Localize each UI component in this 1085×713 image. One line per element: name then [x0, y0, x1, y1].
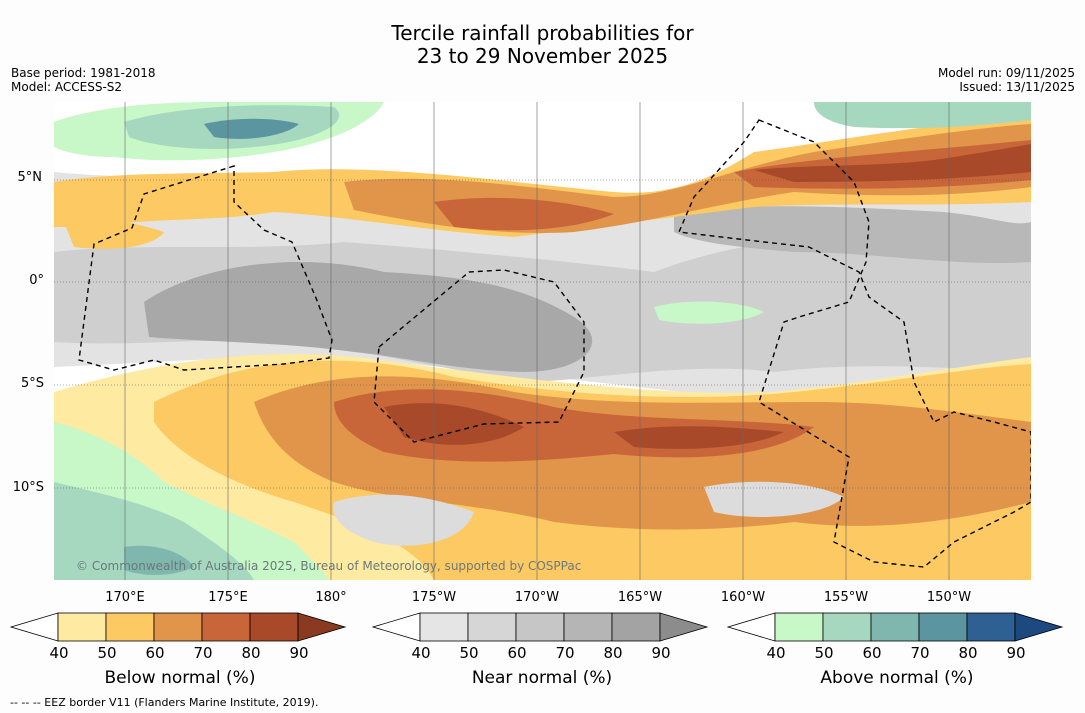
below-normal-south-darkest	[384, 403, 784, 449]
colorbar-below-segment-3	[153, 612, 203, 642]
map-gridlines	[54, 179, 1031, 489]
model-run: Model run: 09/11/2025	[937, 66, 1075, 80]
colorbar-near-segment-4	[563, 612, 613, 642]
eez-borders	[78, 119, 1031, 568]
above-normal-sw-core	[124, 545, 194, 575]
colorbar-above-segment-right-arrow	[1014, 612, 1064, 642]
lon-label-150w: 150°W	[926, 590, 972, 605]
lon-label-170e: 170°E	[105, 590, 145, 605]
tick-near-90: 90	[651, 644, 671, 662]
below-normal-north-band	[54, 117, 1031, 237]
tick-near-80: 80	[603, 644, 623, 662]
tick-near-50: 50	[459, 644, 479, 662]
lon-label-175e: 175°E	[208, 590, 248, 605]
colorbar-near-segment-5	[611, 612, 661, 642]
copyright-text: © Commonwealth of Australia 2025, Bureau…	[76, 559, 581, 573]
tick-above-70: 70	[910, 644, 930, 662]
map-title: Tercile rainfall probabilities for 23 to…	[0, 22, 1085, 68]
colorbar-below-segment-4	[201, 612, 251, 642]
tick-below-70: 70	[193, 644, 213, 662]
colorbar-above-segment-left-arrow	[727, 612, 776, 642]
model-name: Model: ACCESS-S2	[11, 80, 123, 94]
lon-label-165w: 165°W	[617, 590, 663, 605]
colorbar-below-segments	[10, 612, 347, 642]
legend-title-above: Above normal (%)	[820, 668, 974, 688]
eez-note: -- -- -- EEZ border V11 (Flanders Marine…	[10, 696, 319, 709]
lat-label-5s: 5°S	[20, 376, 44, 391]
colorbar-below-segment-1	[57, 612, 107, 642]
above-normal-sw-mid	[54, 482, 254, 580]
tick-above-60: 60	[862, 644, 882, 662]
map-svg: © Commonwealth of Australia 2025, Bureau…	[54, 102, 1031, 580]
colorbar-near-segment-left-arrow	[372, 612, 421, 642]
colorbar-above-segment-2	[822, 612, 872, 642]
lon-label-160w: 160°W	[720, 590, 766, 605]
title-line-2: 23 to 29 November 2025	[416, 44, 669, 68]
lon-label-170w: 170°W	[514, 590, 560, 605]
meta-right: Model run: 09/11/2025 Issued: 13/11/2025	[938, 66, 1075, 94]
near-normal-south-patch	[333, 481, 844, 546]
colorbar-near-segment-2	[467, 612, 517, 642]
lon-label-180: 180°	[315, 590, 347, 605]
colorbar-above-segment-1	[774, 612, 824, 642]
colorbar-below-segment-5	[249, 612, 299, 642]
colorbar-near-normal	[372, 612, 709, 642]
legend-title-below: Below normal (%)	[104, 668, 256, 688]
colorbar-below-segment-left-arrow	[10, 612, 59, 642]
colorbar-below-normal	[10, 612, 347, 642]
colorbar-above-segment-5	[966, 612, 1016, 642]
colorbar-near-segment-3	[515, 612, 565, 642]
issued-date: Issued: 13/11/2025	[959, 80, 1075, 94]
tick-near-70: 70	[555, 644, 575, 662]
colorbar-above-normal	[727, 612, 1064, 642]
map-meridians	[124, 102, 950, 580]
near-normal-region-dark-2	[674, 206, 1031, 264]
colorbar-near-segments	[372, 612, 709, 642]
tick-above-50: 50	[814, 644, 834, 662]
colorbar-above-segments	[727, 612, 1064, 642]
colorbar-above-segment-3	[870, 612, 920, 642]
lat-label-10s: 10°S	[12, 480, 44, 495]
tick-below-60: 60	[145, 644, 165, 662]
near-normal-region-dark	[144, 262, 593, 372]
tick-below-40: 40	[49, 644, 69, 662]
rainfall-map: © Commonwealth of Australia 2025, Bureau…	[54, 102, 1031, 580]
tick-below-90: 90	[289, 644, 309, 662]
meta-left: Base period: 1981-2018 Model: ACCESS-S2	[11, 66, 156, 94]
lon-label-175w: 175°W	[411, 590, 457, 605]
colorbar-above-segment-4	[918, 612, 968, 642]
tick-above-40: 40	[766, 644, 786, 662]
tick-below-80: 80	[241, 644, 261, 662]
tick-near-40: 40	[411, 644, 431, 662]
above-normal-ne	[814, 102, 1031, 129]
title-line-1: Tercile rainfall probabilities for	[391, 21, 694, 45]
below-normal-north-dark	[434, 140, 1031, 231]
lat-label-5n: 5°N	[17, 170, 43, 185]
colorbar-below-segment-2	[105, 612, 155, 642]
colorbar-below-segment-right-arrow	[297, 612, 347, 642]
above-normal-center-patch	[654, 301, 764, 324]
tick-above-80: 80	[958, 644, 978, 662]
colorbar-near-segment-right-arrow	[659, 612, 709, 642]
below-normal-north-darkest	[754, 144, 1031, 182]
base-period: Base period: 1981-2018	[11, 66, 156, 80]
legend-title-near: Near normal (%)	[471, 668, 613, 688]
tick-below-50: 50	[97, 644, 117, 662]
lat-label-0: 0°	[29, 273, 44, 288]
tick-near-60: 60	[507, 644, 527, 662]
lon-label-155w: 155°W	[823, 590, 869, 605]
below-normal-north-left	[64, 218, 164, 249]
colorbar-near-segment-1	[419, 612, 469, 642]
tick-above-90: 90	[1006, 644, 1026, 662]
